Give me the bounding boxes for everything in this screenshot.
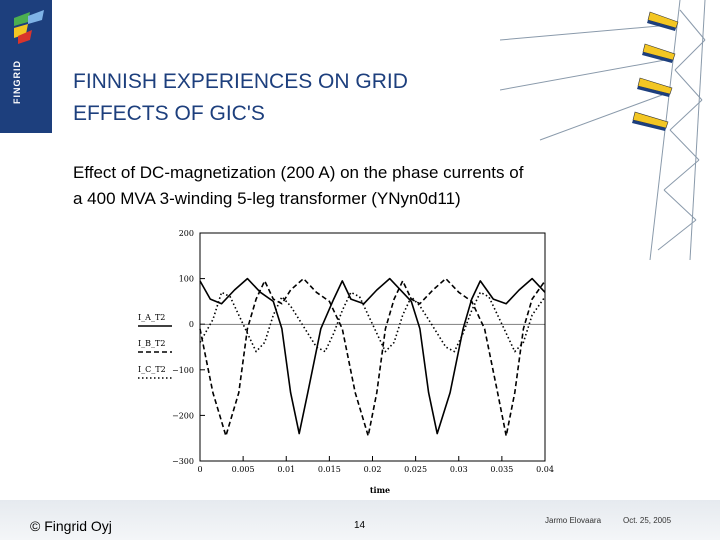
slide-subtitle-line-1: Effect of DC-magnetization (200 A) on th… — [73, 163, 524, 182]
y-tick-label: 200 — [179, 229, 194, 238]
slide-subtitle-line-2: a 400 MVA 3-winding 5-leg transformer (Y… — [73, 189, 461, 208]
author-name: Jarmo Elovaara — [545, 516, 602, 525]
legend-label: I_B_T2 — [138, 339, 165, 348]
x-tick-label: 0.015 — [318, 465, 341, 474]
legend-label: I_C_T2 — [138, 365, 166, 374]
footer-bar — [0, 500, 720, 540]
x-tick-label: 0.01 — [277, 465, 295, 474]
y-axis-ticks: 200 100 0 −100 −200 −300 — [172, 229, 205, 466]
y-tick-label: −100 — [172, 366, 194, 375]
slide-title-line-2: EFFECTS OF GIC'S — [73, 102, 265, 125]
page-number: 14 — [354, 520, 366, 531]
brand-sidebar: FINGRID — [0, 0, 52, 133]
x-tick-label: 0.02 — [364, 465, 382, 474]
x-tick-label: 0.035 — [490, 465, 513, 474]
y-tick-label: −200 — [172, 411, 194, 420]
x-tick-label: 0.04 — [536, 465, 554, 474]
transmission-tower-illustration — [500, 0, 706, 260]
x-axis-ticks: 0 0.005 0.01 0.015 0.02 0.025 0.03 0.035 0.04 — [197, 456, 554, 474]
brand-logo-text: FINGRID — [12, 60, 22, 104]
copyright-text: © Fingrid Oyj — [30, 518, 112, 534]
x-tick-label: 0 — [197, 465, 202, 474]
slide-subtitle: Effect of DC-magnetization (200 A) on th… — [73, 160, 673, 212]
x-tick-label: 0.005 — [232, 465, 255, 474]
legend-label: I_A_T2 — [138, 313, 165, 322]
y-tick-label: 0 — [189, 320, 194, 329]
series-lines — [199, 277, 546, 437]
series-line-i-b-t2 — [199, 277, 546, 437]
x-tick-label: 0.025 — [404, 465, 427, 474]
chart-legend: I_A_T2 I_B_T2 I_C_T2 — [138, 313, 172, 379]
plot-frame — [199, 232, 546, 462]
slide-title-line-1: FINNISH EXPERIENCES ON GRID — [73, 70, 408, 93]
y-tick-label: −300 — [172, 457, 194, 466]
x-tick-label: 0.03 — [450, 465, 468, 474]
presentation-date: Oct. 25, 2005 — [623, 516, 672, 525]
x-axis-label: time — [370, 485, 390, 495]
slide-title: FINNISH EXPERIENCES ON GRID EFFECTS OF G… — [73, 66, 513, 130]
fingrid-flag-logo-icon — [14, 10, 44, 44]
y-tick-label: 100 — [179, 275, 194, 284]
series-line-i-a-t2 — [199, 277, 546, 435]
